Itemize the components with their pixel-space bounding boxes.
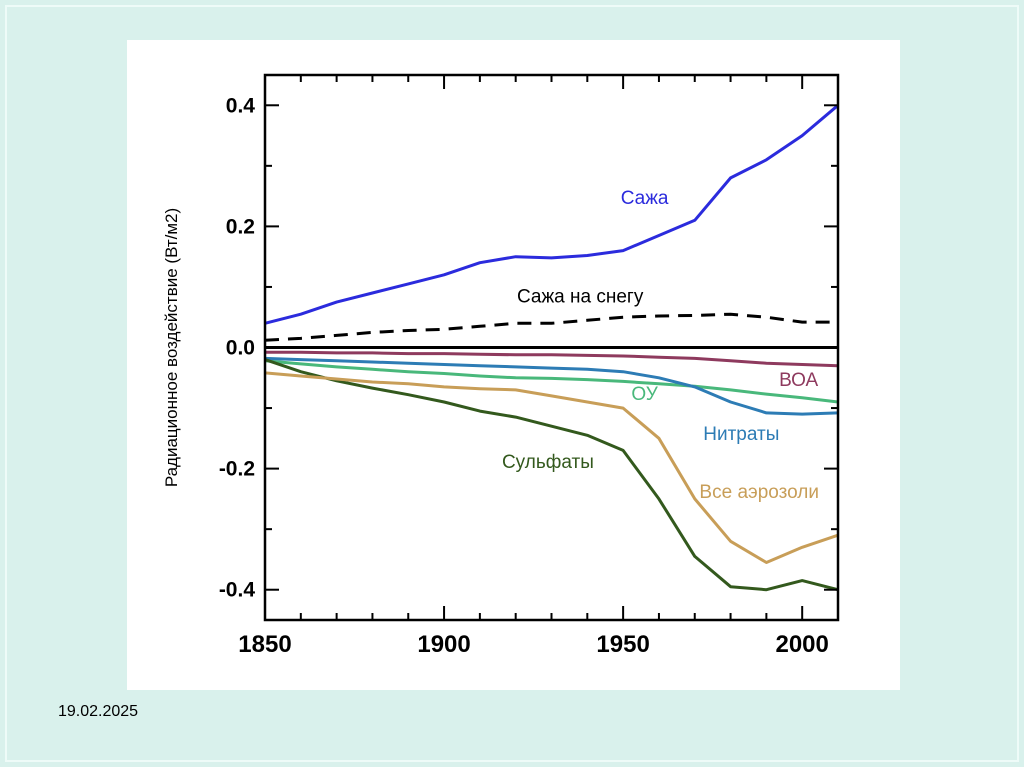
plot-border (263, 73, 840, 622)
y-tick-label: -0.2 (219, 458, 255, 481)
series-line (264, 358, 839, 592)
series-line (264, 371, 839, 564)
y-tick-label: 0.4 (226, 94, 256, 117)
series-line (264, 312, 838, 342)
series-line (264, 104, 839, 325)
y-axis-title: Радиационное воздействие (Вт/м2) (162, 208, 181, 487)
y-tick-label: -0.4 (219, 579, 256, 602)
series-line (265, 350, 839, 368)
series-label: Все аэрозоли (699, 482, 819, 503)
series-label: Сажа на снегу (517, 287, 644, 308)
x-tick-label: 1950 (596, 631, 649, 658)
x-tick-label: 2000 (775, 631, 828, 658)
chart-canvas: 1850 1900 1950 2000 -0.4 -0.2 0.0 0.2 0.4 Сажа Саж… (162, 73, 840, 658)
series-line (264, 359, 839, 404)
date-caption: 19.02.2025 (58, 703, 139, 720)
series-label: Нитраты (703, 424, 779, 445)
series-label: ОУ (631, 384, 658, 405)
y-tick-label: 0.0 (226, 337, 255, 360)
y-tick-label: 0.2 (226, 215, 255, 238)
slide: 1850 1900 1950 2000 -0.4 -0.2 0.0 0.2 0.4 Сажа Саж… (127, 40, 900, 690)
x-tick-label: 1850 (238, 631, 291, 658)
series-label: Сажа (621, 188, 669, 209)
series-label: Сульфаты (502, 452, 594, 473)
x-tick-label: 1900 (417, 631, 470, 658)
series-line (264, 356, 839, 416)
series-label: ВОА (779, 370, 818, 391)
